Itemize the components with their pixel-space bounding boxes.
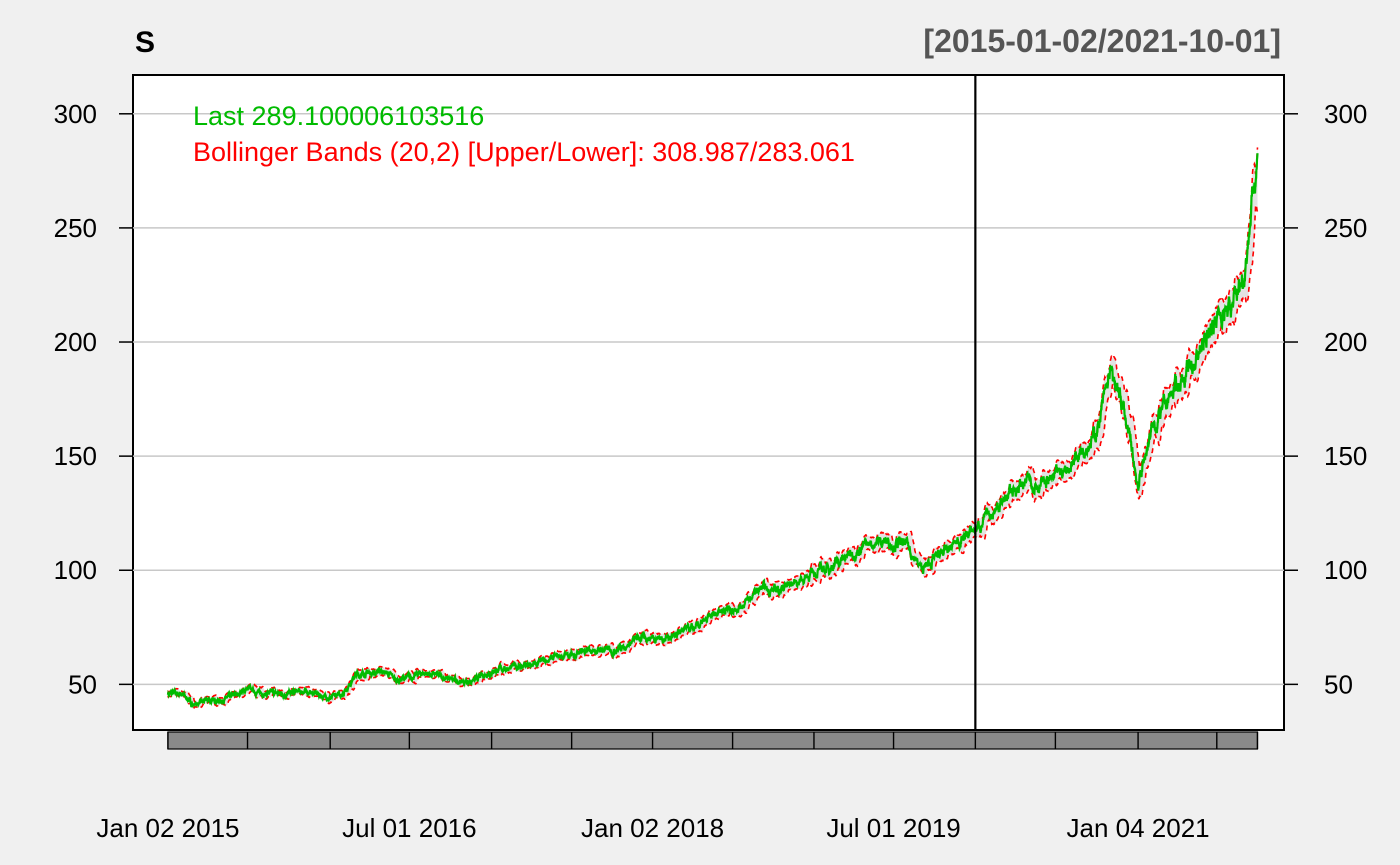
y-tick-label-left: 150 [54, 441, 97, 471]
y-tick-label-right: 100 [1324, 555, 1367, 585]
y-tick-label-right: 150 [1324, 441, 1367, 471]
x-tick-label: Jul 01 2019 [826, 813, 960, 843]
x-tick-label: Jan 02 2018 [581, 813, 724, 843]
series-layer [166, 153, 1259, 709]
grid-layer [133, 113, 1284, 686]
chart-title: S [135, 26, 155, 59]
y-tick-label-right: 300 [1324, 99, 1367, 129]
x-axis-bar [167, 731, 1259, 750]
x-tick-label: Jan 02 2015 [96, 813, 239, 843]
price-line [166, 153, 1259, 709]
date-range-title: [2015-01-02/2021-10-01] [923, 23, 1281, 59]
plot-area [132, 74, 1285, 731]
y-tick-label-right: 250 [1324, 213, 1367, 243]
x-tick-label: Jan 04 2021 [1067, 813, 1210, 843]
legend-last: Last 289.100006103516 [193, 101, 484, 131]
y-tick-label-right: 200 [1324, 327, 1367, 357]
y-tick-label-left: 250 [54, 213, 97, 243]
band-layer [167, 147, 1259, 710]
x-axis-bar-fill [167, 731, 1259, 750]
y-tick-label-right: 50 [1324, 669, 1353, 699]
bollinger-lower-band [167, 202, 1259, 710]
y-tick-label-left: 300 [54, 99, 97, 129]
y-tick-label-left: 50 [68, 669, 97, 699]
y-tick-label-left: 200 [54, 327, 97, 357]
axis-layer: 50 50 100 100 150 150 200 200 250 250 300 300 Jan 02… [54, 99, 1368, 843]
y-tick-label-left: 100 [54, 555, 97, 585]
bollinger-upper-band [167, 147, 1259, 703]
legend-bollinger-bands: Bollinger Bands (20,2) [Upper/Lower]: 30… [193, 137, 855, 167]
x-tick-label: Jul 01 2016 [342, 813, 476, 843]
